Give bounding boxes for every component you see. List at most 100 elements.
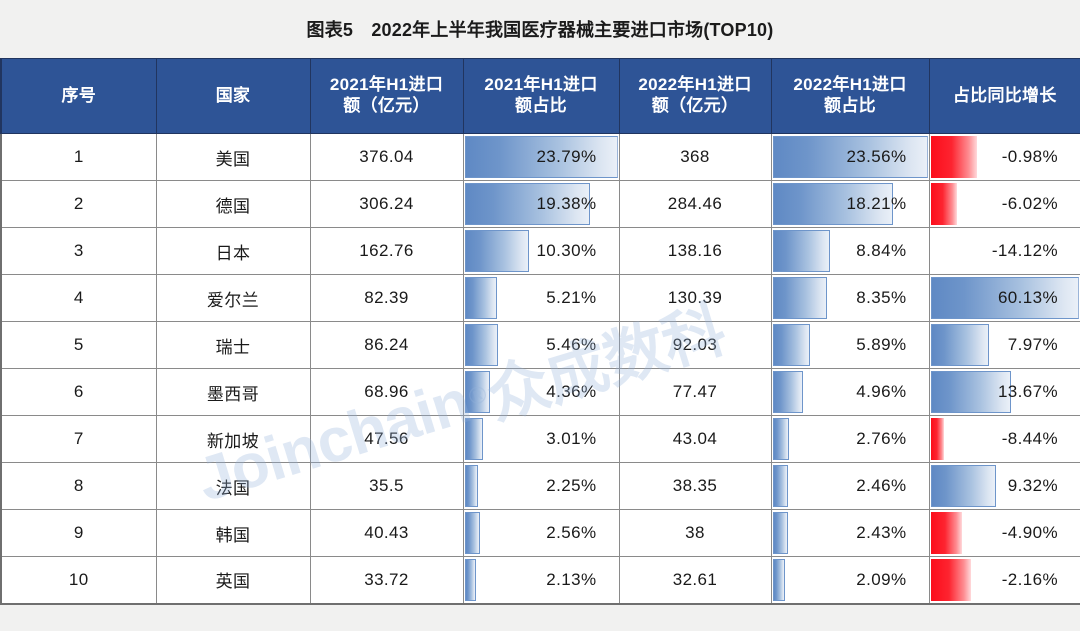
table-row: 5 瑞士 86.24 5.46% 92.03 5.89% 7.97% [0,321,1080,369]
column-header-amount-2021: 2021年H1进口 额（亿元） [309,58,464,134]
cell-yoy-growth-value: -6.02% [1001,194,1058,213]
cell-yoy-growth: -4.90% [928,509,1080,557]
cell-index: 7 [0,415,157,463]
cell-country: 日本 [155,227,311,275]
cell-share-2022-bar [772,324,810,366]
cell-share-2022-bar [772,559,785,601]
cell-share-2022-value: 23.56% [846,147,907,166]
cell-amount-2022: 130.39 [618,274,772,322]
cell-share-2022-value: 2.46% [856,476,907,495]
cell-index: 2 [0,180,157,228]
cell-yoy-growth: -8.44% [928,415,1080,463]
import-market-table: 序号 国家 2021年H1进口 额（亿元） 2021年H1进口 额占比 2022… [0,58,1080,605]
cell-amount-2022: 38.35 [618,462,772,510]
cell-share-2021-value: 5.46% [546,335,597,354]
cell-amount-2021: 68.96 [309,368,464,416]
cell-share-2022-bar [772,230,831,272]
cell-share-2022-bar [772,418,790,460]
table-row: 3 日本 162.76 10.30% 138.16 8.84% -14.12% [0,227,1080,275]
column-header-amount-2022: 2022年H1进口 额（亿元） [618,58,772,134]
column-header-yoy-growth: 占比同比增长 [928,58,1080,134]
cell-share-2022-bar [772,371,804,413]
cell-share-2022: 8.35% [770,274,930,322]
cell-share-2021-bar [464,277,497,319]
cell-share-2021-value: 23.79% [536,147,597,166]
cell-share-2021-bar [464,230,530,272]
column-header-index: 序号 [0,58,157,134]
table-header: 序号 国家 2021年H1进口 额（亿元） 2021年H1进口 额占比 2022… [0,58,1080,134]
cell-yoy-growth: 60.13% [928,274,1080,322]
cell-country: 美国 [155,133,311,181]
cell-share-2021: 10.30% [462,227,620,275]
cell-amount-2022: 368 [618,133,772,181]
table-row: 7 新加坡 47.56 3.01% 43.04 2.76% -8.44% [0,415,1080,463]
cell-amount-2021: 33.72 [309,556,464,605]
cell-yoy-growth: -14.12% [928,227,1080,275]
cell-amount-2021: 40.43 [309,509,464,557]
table-row: 10 英国 33.72 2.13% 32.61 2.09% -2.16% [0,556,1080,605]
cell-yoy-growth-bar [930,277,1079,319]
cell-share-2022-value: 2.43% [856,523,907,542]
cell-yoy-growth-value: 9.32% [1007,476,1058,495]
cell-amount-2021: 47.56 [309,415,464,463]
cell-country: 法国 [155,462,311,510]
cell-yoy-growth-bar [930,559,971,601]
cell-yoy-growth-value: -0.98% [1001,147,1058,166]
cell-share-2022-value: 4.96% [856,382,907,401]
cell-country: 瑞士 [155,321,311,369]
cell-share-2021: 3.01% [462,415,620,463]
cell-index: 3 [0,227,157,275]
cell-yoy-growth-value: -8.44% [1001,429,1058,448]
cell-yoy-growth-value: 13.67% [997,382,1058,401]
cell-country: 英国 [155,556,311,605]
cell-amount-2021: 86.24 [309,321,464,369]
cell-share-2021-value: 4.36% [546,382,597,401]
cell-country: 新加坡 [155,415,311,463]
cell-share-2022-bar [772,183,893,225]
cell-share-2021-value: 2.25% [546,476,597,495]
cell-amount-2021: 35.5 [309,462,464,510]
cell-yoy-growth-value: -14.12% [991,241,1058,260]
cell-amount-2021: 306.24 [309,180,464,228]
cell-index: 6 [0,368,157,416]
cell-share-2022-value: 8.35% [856,288,907,307]
cell-share-2022-value: 8.84% [856,241,907,260]
cell-share-2022-bar [772,277,828,319]
cell-yoy-growth-bar [930,183,958,225]
cell-share-2021: 2.56% [462,509,620,557]
cell-amount-2022: 38 [618,509,772,557]
cell-index: 8 [0,462,157,510]
cell-yoy-growth: -6.02% [928,180,1080,228]
page-title: 图表5 2022年上半年我国医疗器械主要进口市场(TOP10) [306,20,774,40]
cell-yoy-growth: 13.67% [928,368,1080,416]
cell-share-2022: 18.21% [770,180,930,228]
cell-amount-2021: 162.76 [309,227,464,275]
cell-share-2021-bar [464,183,590,225]
cell-share-2021: 2.13% [462,556,620,605]
cell-share-2021-value: 5.21% [546,288,597,307]
cell-share-2022-bar [772,136,928,178]
cell-index: 10 [0,556,157,605]
cell-share-2021-value: 2.56% [546,523,597,542]
cell-country: 韩国 [155,509,311,557]
cell-country: 德国 [155,180,311,228]
cell-share-2021: 5.46% [462,321,620,369]
cell-share-2021-bar [464,371,491,413]
column-header-share-2022: 2022年H1进口 额占比 [770,58,930,134]
cell-share-2022-value: 2.09% [856,569,907,589]
header-row: 序号 国家 2021年H1进口 额（亿元） 2021年H1进口 额占比 2022… [0,58,1080,134]
cell-share-2021-value: 2.13% [546,569,597,589]
cell-share-2021-bar [464,465,478,507]
cell-share-2022: 4.96% [770,368,930,416]
cell-index: 5 [0,321,157,369]
cell-yoy-growth-bar [930,465,997,507]
cell-share-2022: 8.84% [770,227,930,275]
cell-share-2022: 2.09% [770,556,930,605]
cell-amount-2021: 82.39 [309,274,464,322]
cell-country: 爱尔兰 [155,274,311,322]
cell-yoy-growth-bar [930,324,989,366]
cell-share-2021-value: 10.30% [536,241,597,260]
cell-yoy-growth: 7.97% [928,321,1080,369]
table-row: 6 墨西哥 68.96 4.36% 77.47 4.96% 13.67% [0,368,1080,416]
cell-index: 9 [0,509,157,557]
